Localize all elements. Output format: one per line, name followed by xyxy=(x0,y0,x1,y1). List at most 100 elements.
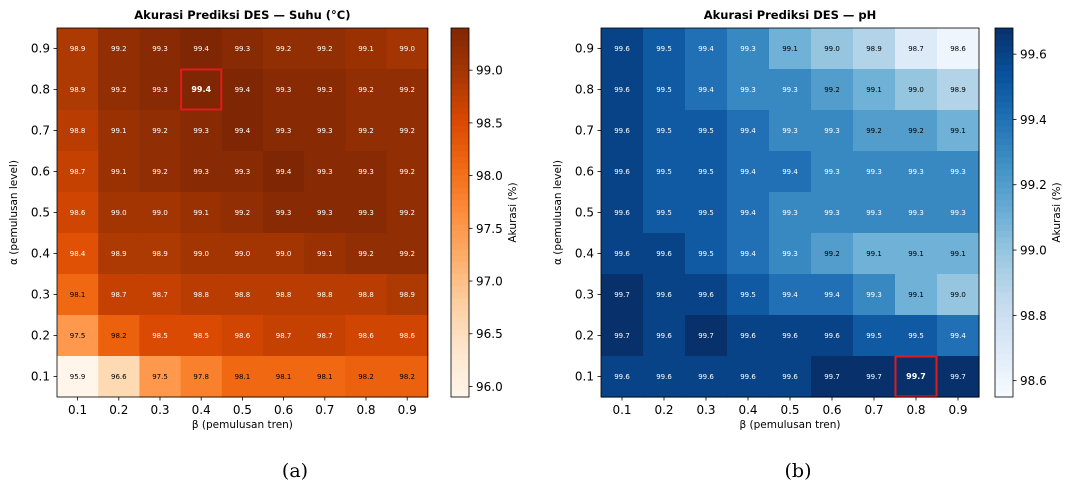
heatmap-cell xyxy=(853,192,896,234)
cell-value-label: 99.1 xyxy=(950,127,966,135)
cell-value-label: 99.4 xyxy=(782,291,798,299)
cell-value-label: 99.4 xyxy=(191,85,211,94)
heatmap-cell xyxy=(221,274,264,316)
heatmap-cell xyxy=(769,315,812,357)
colorbar-segment xyxy=(451,151,469,158)
colorbar-segment xyxy=(451,329,469,337)
y-tick-label: 0.5 xyxy=(575,206,594,220)
colorbar-segment xyxy=(995,144,1013,152)
heatmap-cell xyxy=(386,274,429,316)
colorbar-tick-label: 98.6 xyxy=(1020,374,1047,388)
colorbar-segment xyxy=(451,310,469,318)
heatmap-cell xyxy=(180,274,223,316)
cell-value-label: 99.2 xyxy=(111,86,127,94)
cell-value-label: 99.6 xyxy=(782,332,798,340)
colorbar-segment xyxy=(451,120,469,127)
colorbar-segment xyxy=(451,71,469,78)
cell-value-label: 99.3 xyxy=(782,86,798,94)
cell-value-label: 99.3 xyxy=(824,209,840,217)
cell-value-label: 99.5 xyxy=(656,127,672,135)
cell-value-label: 99.1 xyxy=(866,250,882,258)
colorbar-segment xyxy=(995,329,1013,337)
y-tick-label: 0.9 xyxy=(31,42,50,56)
colorbar-segment xyxy=(451,194,469,201)
heatmap-cell xyxy=(937,233,980,275)
cell-value-label: 99.3 xyxy=(950,168,966,176)
colorbar-segment xyxy=(995,360,1013,367)
heatmap-cell xyxy=(304,28,346,70)
colorbar-segment xyxy=(995,175,1013,183)
heatmap-cell xyxy=(263,28,305,70)
heatmap-cell xyxy=(853,110,896,152)
colorbar-segment xyxy=(451,230,469,238)
cell-value-label: 99.6 xyxy=(824,332,840,340)
cell-value-label: 99.3 xyxy=(782,127,798,135)
colorbar-frame xyxy=(450,27,470,398)
cell-value-label: 99.4 xyxy=(740,250,756,258)
colorbar-segment xyxy=(451,200,469,207)
cell-value-label: 98.7 xyxy=(111,291,127,299)
cell-value-label: 99.0 xyxy=(399,45,415,53)
heatmap-cell xyxy=(853,28,896,70)
heatmap-cell xyxy=(263,315,305,357)
cell-value-label: 99.5 xyxy=(698,127,714,135)
heatmap-cell xyxy=(811,274,854,316)
colorbar-segment xyxy=(995,151,1013,158)
heatmap-cell xyxy=(180,356,223,398)
heatmap-cell xyxy=(139,151,182,193)
caption-b: (b) xyxy=(784,460,812,482)
cell-value-label: 99.6 xyxy=(614,86,630,94)
colorbar-segment xyxy=(995,58,1013,66)
cell-value-label: 98.1 xyxy=(276,373,292,381)
heatmap-cell xyxy=(345,315,388,357)
cell-value-label: 99.4 xyxy=(824,291,840,299)
cell-value-label: 98.6 xyxy=(399,332,415,340)
heatmap-cell xyxy=(643,274,686,316)
colorbar-segment xyxy=(451,28,469,35)
cell-value-label: 99.3 xyxy=(276,127,292,135)
y-tick-label: 0.3 xyxy=(31,288,50,302)
cell-value-label: 99.3 xyxy=(908,209,924,217)
cell-value-label: 99.1 xyxy=(317,250,333,258)
heatmap-cell xyxy=(57,315,99,357)
best-cell-highlight xyxy=(894,355,938,398)
x-tick-label: 0.2 xyxy=(109,403,128,417)
colorbar-tick-label: 96.5 xyxy=(476,327,503,341)
x-tick-label: 0.7 xyxy=(315,403,334,417)
x-axis-label: β (pemulusan tren) xyxy=(739,419,840,431)
colorbar-segment xyxy=(995,46,1013,54)
colorbar-segment xyxy=(451,286,469,294)
heatmap-cell xyxy=(937,69,980,111)
heatmap-cell xyxy=(685,233,728,275)
heatmap-cell xyxy=(601,69,644,111)
heatmap-cell xyxy=(304,110,346,152)
heatmap-cell xyxy=(937,192,980,234)
cell-value-label: 98.9 xyxy=(70,45,86,53)
heatmap-cell xyxy=(57,356,99,398)
colorbar-segment xyxy=(995,64,1013,72)
cell-value-label: 99.2 xyxy=(152,168,168,176)
cell-value-label: 99.3 xyxy=(152,86,168,94)
colorbar-segment xyxy=(451,144,469,152)
heatmap-cell xyxy=(57,28,99,70)
heatmap-cell xyxy=(180,110,223,152)
colorbar-segment xyxy=(995,384,1013,392)
heatmap-cell xyxy=(386,151,429,193)
cell-value-label: 99.1 xyxy=(111,127,127,135)
colorbar-segment xyxy=(451,101,469,109)
colorbar-segment xyxy=(995,200,1013,207)
heatmap-cell xyxy=(643,69,686,111)
heatmap-cell xyxy=(304,274,346,316)
heatmap-cell xyxy=(139,233,182,275)
y-axis-label: α (pemulusan level) xyxy=(552,160,564,265)
cell-value-label: 99.6 xyxy=(698,291,714,299)
cell-value-label: 99.0 xyxy=(824,45,840,53)
colorbar-segment xyxy=(995,34,1013,41)
heatmap-cell xyxy=(221,28,264,70)
heatmap-cell xyxy=(98,233,140,275)
heatmap-cell xyxy=(685,274,728,316)
heatmap-cell xyxy=(937,274,980,316)
heatmap-cell xyxy=(221,315,264,357)
cell-value-label: 99.0 xyxy=(235,250,251,258)
cell-value-label: 99.3 xyxy=(824,127,840,135)
